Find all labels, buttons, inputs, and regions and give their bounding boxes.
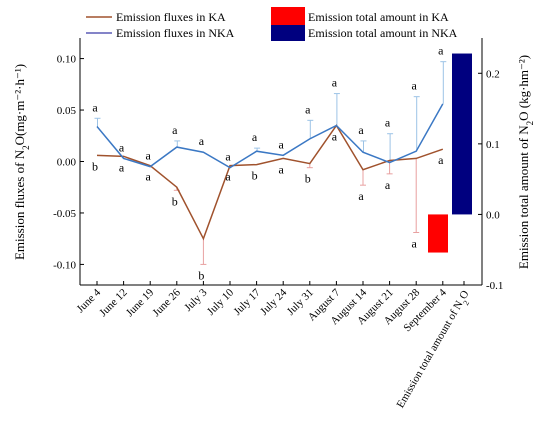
total-bar-nka — [452, 53, 472, 215]
x-tick-label: July 10 — [205, 286, 237, 318]
total-bars — [428, 53, 472, 253]
significance-letter: a — [332, 76, 338, 90]
y-axis-right-title: Emission total amount of N2O (kg·hm⁻²) — [516, 55, 535, 269]
significance-letter: a — [385, 178, 391, 192]
legend-label-nka-total: Emission total amount in NKA — [308, 26, 458, 40]
significance-letter: a — [358, 189, 364, 203]
y-right-tick-label: 0.1 — [486, 139, 500, 151]
legend: Emission fluxes in KA Emission fluxes in… — [86, 7, 458, 41]
significance-letter: b — [172, 194, 178, 208]
y-axis-right-ticks: -0.1 0.0 0.1 0.2 — [478, 68, 503, 292]
significance-letter: a — [438, 153, 444, 167]
significance-letter: b — [198, 268, 204, 282]
significance-letter: a — [146, 170, 152, 184]
significance-letter: a — [385, 116, 391, 130]
significance-letter: a — [279, 137, 285, 151]
significance-letter: a — [412, 237, 418, 251]
significance-letter: a — [119, 160, 125, 174]
significance-letter: a — [225, 170, 231, 184]
y-left-tick-label: 0.00 — [57, 157, 77, 169]
significance-letter: a — [305, 102, 311, 116]
significance-letter: a — [119, 140, 125, 154]
series-lines — [96, 103, 444, 241]
y-left-tick-label: -0.10 — [53, 259, 76, 271]
legend-swatch-ka-total — [271, 7, 305, 25]
significance-letter: a — [279, 162, 285, 176]
significance-letter: a — [172, 123, 178, 137]
legend-label-ka-total: Emission total amount in KA — [308, 10, 449, 24]
y-left-tick-label: 0.10 — [57, 54, 77, 66]
legend-label-ka-line: Emission fluxes in KA — [116, 10, 226, 24]
y-left-tick-label: -0.05 — [53, 208, 76, 220]
y-right-tick-label: -0.1 — [486, 280, 503, 292]
x-tick-label: June 19 — [124, 286, 157, 319]
y-right-tick-label: 0.2 — [486, 68, 500, 80]
significance-letter: b — [305, 172, 311, 186]
significance-letter: a — [358, 123, 364, 137]
x-tick-label: July 17 — [232, 286, 264, 318]
significance-letter: a — [92, 100, 98, 114]
significance-letter: a — [225, 150, 231, 164]
y-left-tick-label: 0.05 — [57, 105, 77, 117]
x-tick-label: June 12 — [97, 287, 129, 319]
significance-letter: a — [412, 79, 418, 93]
total-bar-ka — [428, 214, 448, 253]
legend-swatch-nka-total — [271, 25, 305, 41]
error-bars — [94, 61, 447, 265]
y-axis-left-title: Emission fluxes of N2O(mg·m⁻²·h⁻¹) — [12, 64, 31, 260]
significance-letter: a — [438, 44, 444, 58]
series-line-ka — [96, 124, 444, 241]
x-tick-label: July 24 — [258, 286, 290, 318]
significance-letter: a — [146, 149, 152, 163]
y-right-tick-label: 0.0 — [486, 209, 500, 221]
x-tick-label: June 26 — [150, 286, 183, 319]
y-axis-left-ticks: -0.10 -0.05 0.00 0.05 0.10 — [53, 54, 84, 271]
significance-letter: b — [252, 169, 258, 183]
significance-letter: a — [252, 130, 258, 144]
significance-letter: a — [332, 129, 338, 143]
significance-letter: a — [199, 134, 205, 148]
legend-label-nka-line: Emission fluxes in NKA — [116, 26, 235, 40]
significance-letter: b — [92, 159, 98, 173]
series-line-nka — [96, 103, 444, 169]
